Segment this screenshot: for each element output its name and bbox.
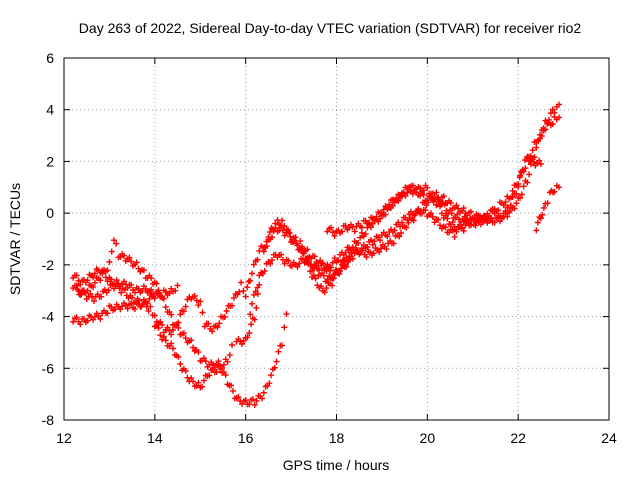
chart-title: Day 263 of 2022, Sidereal Day-to-day VTE… bbox=[79, 20, 582, 36]
y-tick-label: -4 bbox=[42, 309, 55, 325]
x-tick-label: 24 bbox=[601, 430, 617, 446]
x-tick-label: 18 bbox=[329, 430, 345, 446]
x-tick-label: 20 bbox=[420, 430, 436, 446]
series-markers bbox=[74, 281, 235, 391]
y-tick-label: 0 bbox=[46, 205, 54, 221]
x-tick-label: 14 bbox=[147, 430, 163, 446]
y-tick-label: 6 bbox=[46, 50, 54, 66]
series-markers bbox=[247, 193, 490, 318]
series-sat-j bbox=[487, 153, 544, 222]
series-markers bbox=[70, 266, 181, 302]
x-tick-label: 12 bbox=[56, 430, 72, 446]
x-tick-label: 22 bbox=[510, 430, 526, 446]
x-tick-label: 16 bbox=[238, 430, 254, 446]
x-axis-label: GPS time / hours bbox=[283, 457, 390, 473]
y-tick-label: 2 bbox=[46, 153, 54, 169]
series-sat-k bbox=[533, 182, 562, 234]
series-sat-b bbox=[70, 266, 181, 302]
grid-layer bbox=[64, 58, 609, 420]
y-tick-label: 4 bbox=[46, 102, 54, 118]
y-tick-label: -6 bbox=[42, 360, 55, 376]
y-tick-label: -8 bbox=[42, 412, 55, 428]
series-markers bbox=[533, 182, 562, 234]
series-sat-d bbox=[74, 281, 235, 391]
series-markers bbox=[70, 237, 290, 408]
data-layer bbox=[70, 101, 562, 408]
series-markers bbox=[487, 153, 544, 222]
y-axis-label: SDTVAR / TECUs bbox=[7, 183, 23, 295]
series-markers bbox=[324, 114, 562, 239]
series-sat-i bbox=[324, 114, 562, 239]
series-sat-g bbox=[247, 193, 490, 318]
series-sat-c bbox=[70, 237, 290, 408]
y-tick-label: -2 bbox=[42, 257, 55, 273]
